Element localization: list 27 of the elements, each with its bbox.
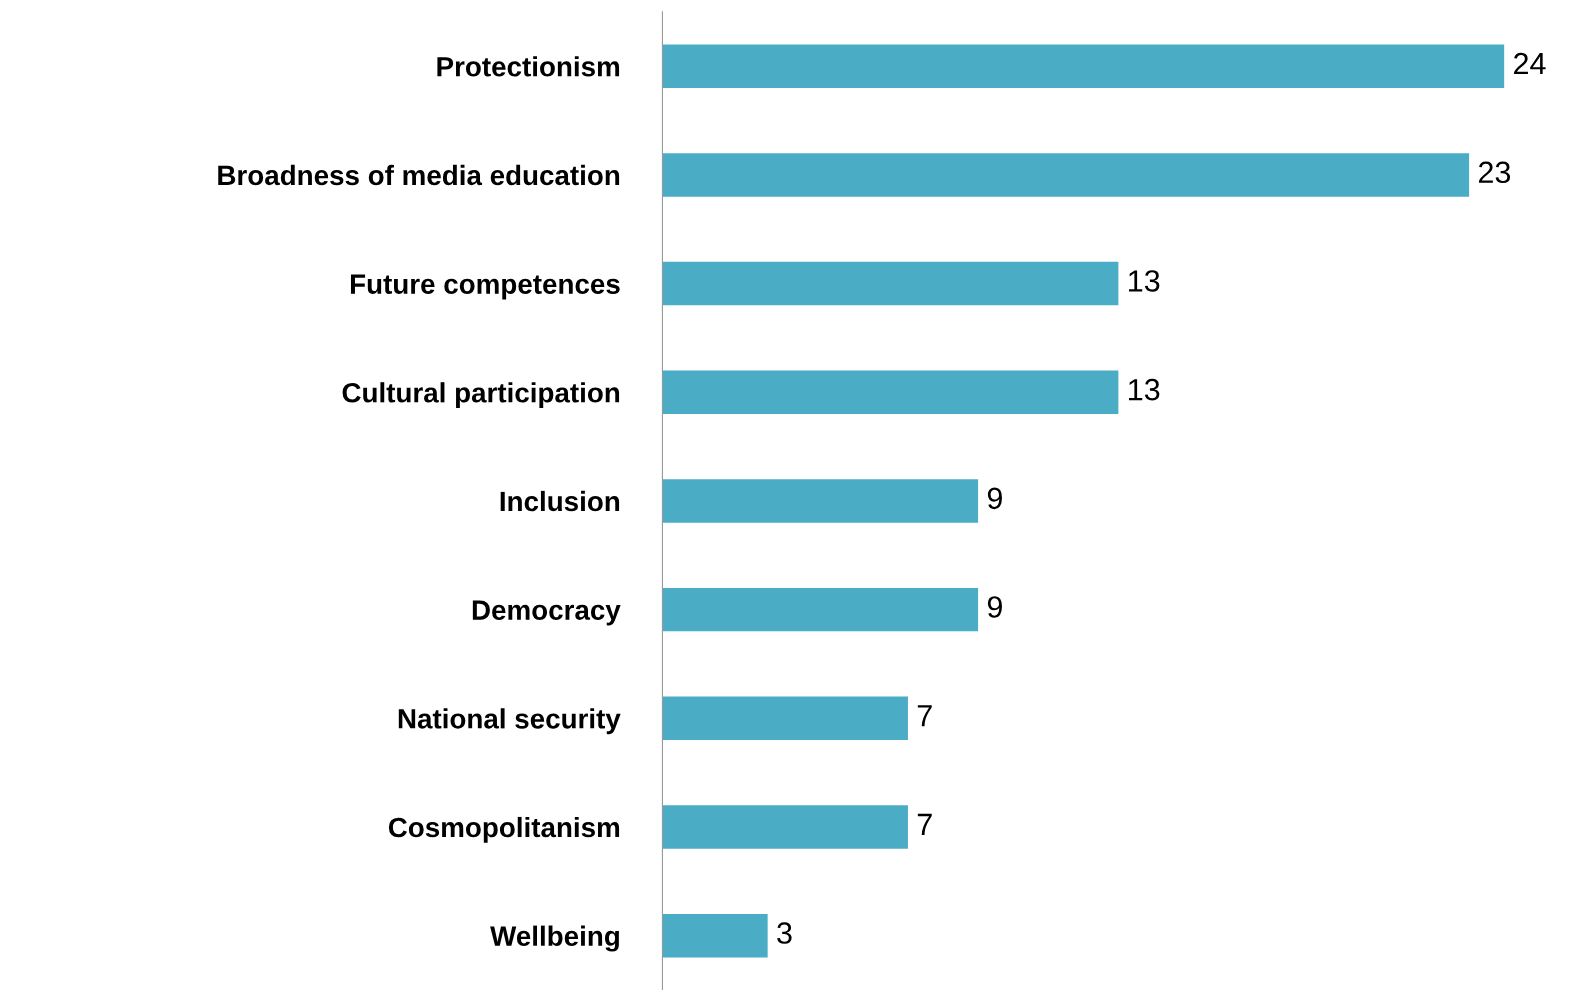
- y-tick-label: Inclusion: [500, 490, 620, 512]
- data-label: 7: [917, 813, 932, 835]
- data-label: 23: [1478, 161, 1511, 184]
- bar: [662, 261, 1119, 306]
- data-label: 13: [1129, 270, 1160, 292]
- data-label: 7: [917, 705, 932, 727]
- bar: [662, 153, 1470, 197]
- data-label: 13: [1129, 378, 1160, 401]
- bar: [662, 805, 908, 849]
- data-label: 24: [1514, 52, 1546, 75]
- bar: [662, 696, 908, 741]
- bar: [662, 370, 1119, 414]
- y-tick-label: Democracy: [472, 600, 621, 626]
- bar: [662, 44, 1505, 88]
- y-tick-label: Protectionism: [437, 56, 620, 77]
- y-tick-label: Broadness of media education: [218, 164, 620, 186]
- bar: [662, 913, 768, 958]
- bar: [662, 479, 979, 523]
- y-tick-label: Cultural participation: [342, 382, 620, 409]
- y-tick-label: Cosmopolitanism: [388, 816, 620, 843]
- y-tick-label: Wellbeing: [490, 925, 619, 952]
- y-tick-label: National security: [398, 708, 621, 735]
- bar: [662, 587, 979, 632]
- data-label: 9: [987, 487, 1002, 510]
- data-label: 3: [777, 922, 792, 944]
- data-label: 9: [987, 596, 1002, 618]
- y-tick-label: Future competences: [350, 274, 620, 300]
